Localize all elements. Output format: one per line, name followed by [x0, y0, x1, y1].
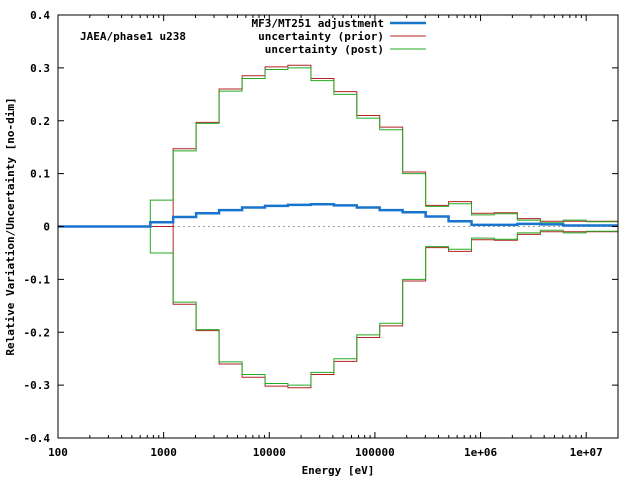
uncertainty-prior-line-negative [58, 226, 618, 389]
x-tick-label: 1e+07 [570, 446, 603, 459]
uncertainty-post-line-negative [58, 226, 618, 386]
x-tick-label: 10000 [253, 446, 286, 459]
x-tick-label: 1e+06 [464, 446, 497, 459]
y-axis-label: Relative Variation/Uncertainty [no-dim] [4, 97, 17, 355]
series-layer [58, 64, 618, 389]
y-tick-label: -0.3 [24, 379, 51, 392]
legend-label-uncertainty-prior: uncertainty (prior) [258, 30, 384, 43]
uncertainty-post-line [58, 67, 618, 227]
chart-annotation: JAEA/phase1 u238 [80, 30, 186, 43]
x-axis-label: Energy [eV] [302, 464, 375, 477]
uncertainty-prior-line [58, 64, 618, 227]
mf3-mt251-adjustment-line [58, 203, 618, 228]
y-tick-label: 0.3 [30, 62, 50, 75]
y-tick-label: -0.2 [24, 326, 51, 339]
y-tick-label: 0.2 [30, 115, 50, 128]
y-tick-label: -0.4 [24, 432, 51, 445]
y-tick-label: 0.4 [30, 9, 50, 22]
x-tick-label: 100 [48, 446, 68, 459]
y-tick-label: 0 [43, 221, 50, 234]
x-tick-label: 100000 [355, 446, 395, 459]
legend-label-uncertainty-post: uncertainty (post) [265, 43, 384, 56]
y-tick-label: -0.1 [24, 273, 51, 286]
legend-label-mf3-mt251-adjustment: MF3/MT251 adjustment [252, 17, 384, 30]
x-tick-label: 1000 [150, 446, 177, 459]
y-tick-label: 0.1 [30, 168, 50, 181]
ticks: -0.4 -0.3 -0.2 -0.1 0 0.1 0.2 0.3 0.4 100 1000 1000… [24, 9, 618, 459]
